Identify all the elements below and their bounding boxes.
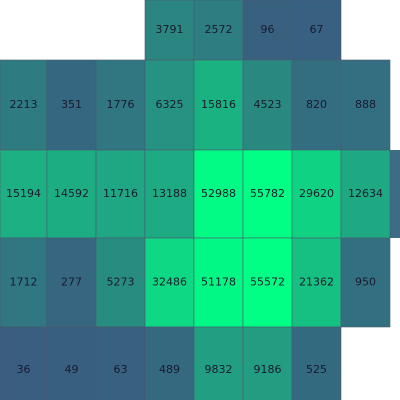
- cell-label: 36: [17, 363, 31, 376]
- cell: [144, 0, 195, 61]
- cell: [46, 237, 97, 328]
- cell-label: 820: [306, 98, 327, 111]
- cell: [144, 149, 195, 239]
- cell-label: 11716: [103, 187, 138, 200]
- cell: [144, 59, 195, 151]
- cell-label: 5273: [107, 276, 135, 289]
- cell: [46, 149, 97, 239]
- cell-label: 12634: [348, 187, 383, 200]
- cell-label: 32486: [152, 276, 187, 289]
- cell-label: 67: [310, 23, 324, 36]
- cell: [340, 149, 391, 239]
- cell-label: 29620: [299, 187, 334, 200]
- cell: [242, 0, 293, 61]
- cell-label: 13188: [152, 187, 187, 200]
- cell: [0, 59, 48, 151]
- cell-label: 950: [355, 276, 376, 289]
- cell-label: 3791: [156, 23, 184, 36]
- cell-label: 63: [114, 363, 128, 376]
- cell-label: 9186: [254, 363, 282, 376]
- cell: [291, 149, 342, 239]
- cell-label: 2572: [205, 23, 233, 36]
- cell-label: 14592: [54, 187, 89, 200]
- cell: [95, 59, 146, 151]
- cell-label: 4523: [254, 98, 282, 111]
- cell: [95, 326, 146, 400]
- cell: [291, 0, 342, 61]
- cell: [291, 326, 342, 400]
- cell: [46, 59, 97, 151]
- cell: [0, 237, 48, 328]
- cell-label: 489: [159, 363, 180, 376]
- cell-label: 1712: [10, 276, 38, 289]
- cell: [340, 59, 391, 151]
- cell: [0, 149, 48, 239]
- cell: [144, 326, 195, 400]
- cell-label: 9832: [205, 363, 233, 376]
- cell-label: 55572: [250, 276, 285, 289]
- cell: [46, 326, 97, 400]
- cell-label: 96: [261, 23, 275, 36]
- cell: [193, 149, 244, 239]
- cell-label: 351: [61, 98, 82, 111]
- cell: [95, 149, 146, 239]
- cell: [340, 237, 391, 328]
- cell: [144, 237, 195, 328]
- cell: [291, 237, 342, 328]
- cell-label: 6325: [156, 98, 184, 111]
- cell-label: 277: [61, 276, 82, 289]
- cell: [193, 326, 244, 400]
- cell: [242, 59, 293, 151]
- cell: [193, 237, 244, 328]
- partial-cell: [390, 150, 400, 238]
- cell-label: 55782: [250, 187, 285, 200]
- cell-label: 15194: [6, 187, 41, 200]
- cell-label: 21362: [299, 276, 334, 289]
- cell-label: 49: [65, 363, 79, 376]
- cell: [95, 237, 146, 328]
- cell: [0, 326, 48, 400]
- cell-label: 51178: [201, 276, 236, 289]
- cell: [193, 0, 244, 61]
- cell-label: 2213: [10, 98, 38, 111]
- cell-label: 52988: [201, 187, 236, 200]
- cell: [291, 59, 342, 151]
- cell-label: 15816: [201, 98, 236, 111]
- cell: [242, 149, 293, 239]
- cell-label: 525: [306, 363, 327, 376]
- cell-label: 888: [355, 98, 376, 111]
- cell-label: 1776: [107, 98, 135, 111]
